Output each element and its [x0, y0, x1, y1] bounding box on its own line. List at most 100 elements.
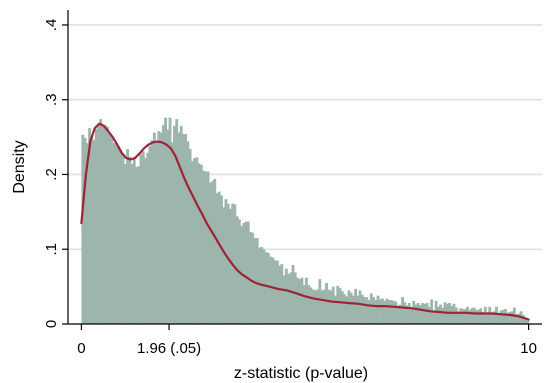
histogram-bar	[407, 303, 411, 324]
histogram-bar	[101, 126, 105, 324]
histogram-bar	[405, 305, 409, 324]
histogram-bar	[184, 134, 188, 324]
histogram-bar	[495, 306, 498, 324]
histogram-bar	[298, 279, 302, 324]
histogram-bar	[345, 296, 349, 324]
histogram-bar	[150, 140, 154, 324]
histogram-bar	[224, 199, 228, 324]
histogram-bar	[99, 119, 103, 325]
histogram-bar	[208, 182, 212, 324]
histogram-bar	[177, 132, 181, 324]
histogram-bar	[432, 310, 436, 324]
histogram-bar	[441, 307, 445, 324]
histogram-bar	[392, 300, 396, 324]
x-axis-title: z-statistic (p-value)	[234, 365, 368, 382]
x-tick-label: 10	[520, 340, 537, 357]
histogram-bar	[166, 129, 170, 324]
histogram-bar	[329, 290, 333, 324]
histogram-bar	[340, 291, 344, 324]
histogram-bar	[269, 256, 273, 324]
histogram-bar	[410, 307, 413, 324]
histogram-bar	[356, 295, 360, 324]
histogram-bar	[490, 313, 494, 324]
x-tick-label: 1.96 (.05)	[137, 340, 201, 357]
histogram-bar	[369, 293, 373, 324]
histogram-bar	[266, 252, 270, 324]
histogram-bar	[488, 306, 492, 324]
histogram-bar	[425, 303, 429, 324]
histogram-bar	[175, 119, 179, 325]
histogram-bar	[217, 191, 221, 324]
histogram-bar	[213, 178, 217, 324]
histogram-bar	[152, 132, 156, 324]
histogram-bar	[381, 298, 384, 324]
histogram-bar	[258, 247, 261, 324]
histogram-bar	[492, 311, 496, 324]
histogram-bar	[157, 131, 161, 324]
histogram-bar	[141, 151, 145, 324]
histogram-bar	[108, 133, 112, 324]
histogram-bar	[148, 146, 152, 324]
histogram-bar	[280, 264, 284, 324]
histogram-bar	[190, 161, 194, 324]
histogram-bar	[318, 279, 322, 324]
histogram-bar	[273, 260, 277, 324]
histogram-bar	[126, 149, 129, 324]
histogram-bar	[215, 193, 219, 324]
histogram-bar	[88, 128, 91, 324]
histogram-bar	[123, 164, 127, 324]
histogram-bar	[416, 303, 420, 324]
histogram-bar	[275, 260, 279, 324]
histogram-bar	[463, 309, 467, 324]
histogram-bar	[161, 125, 165, 324]
histogram-bar	[325, 282, 328, 324]
histogram-bar	[293, 272, 297, 324]
histogram-bar	[128, 156, 132, 324]
histogram-bar	[130, 164, 134, 324]
histogram-bar	[327, 289, 331, 324]
histogram-bar	[481, 312, 485, 324]
histogram-bar	[188, 149, 192, 324]
histogram-bar	[90, 136, 94, 324]
histogram-bar	[112, 143, 116, 324]
histogram-bar	[202, 170, 205, 324]
histogram-bar	[211, 181, 214, 324]
histogram-bar	[144, 158, 147, 324]
y-axis-ticks: 0 .1 .2 .3 .4	[43, 19, 68, 328]
histogram-bar	[92, 140, 96, 324]
histogram-bar	[358, 290, 362, 324]
histogram-bar	[403, 302, 407, 324]
histogram-bar	[222, 207, 226, 324]
histogram-bar	[445, 303, 449, 324]
histogram-bar	[244, 221, 248, 324]
histogram-bar	[146, 152, 150, 324]
histogram-bar	[226, 203, 230, 324]
histogram-bar	[206, 171, 210, 324]
histogram-bar	[186, 141, 190, 324]
histogram-bar	[193, 158, 197, 324]
histogram-bar	[309, 287, 313, 324]
histogram-bar	[311, 289, 315, 324]
histogram-bar	[486, 312, 489, 324]
histogram-bar	[472, 307, 476, 324]
histogram-bar	[173, 125, 176, 324]
histogram-bar	[474, 309, 478, 324]
histogram-bar	[354, 288, 358, 324]
histogram-bar	[452, 303, 456, 324]
histogram-bar	[106, 126, 109, 324]
histogram-bar	[322, 289, 326, 324]
histogram-bar	[132, 158, 136, 324]
histogram-bar	[121, 154, 125, 324]
histogram-bar	[414, 304, 418, 324]
histogram-bar	[271, 257, 275, 324]
histogram-bar	[503, 309, 507, 324]
histogram-bar	[419, 305, 422, 324]
histogram-bar	[242, 223, 246, 324]
histogram-bar	[515, 314, 519, 324]
histogram-bar	[253, 238, 257, 324]
histogram-bar	[300, 277, 304, 324]
histogram-bar	[365, 297, 369, 324]
histogram-bar	[427, 306, 431, 324]
y-tick-label: .4	[43, 19, 60, 32]
